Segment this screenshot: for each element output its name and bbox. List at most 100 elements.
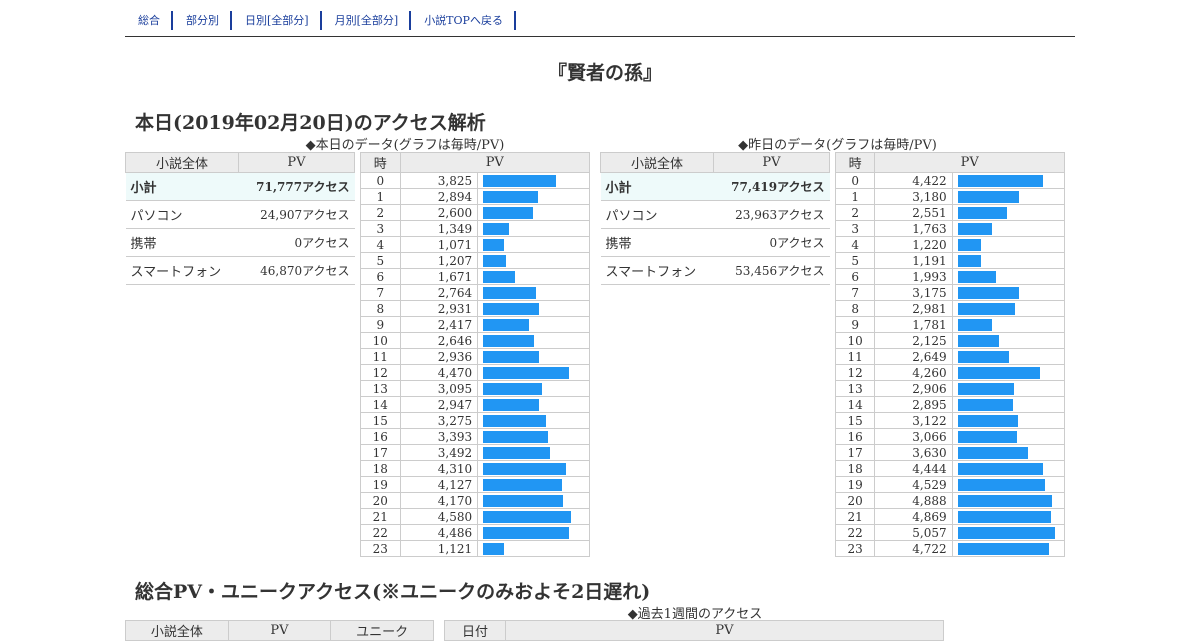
summary-row-smartphone: スマートフォン 53,456アクセス [600,256,830,285]
summary-header-novel: 小説全体 [125,152,239,173]
pv-bar [957,254,981,267]
bar-cell [477,460,590,477]
pv-bar [957,302,1015,315]
pv-bar [483,478,563,491]
bar-cell [951,220,1066,237]
hour-cell: 11 [360,348,401,365]
today-heading: 本日(2019年02月20日)のアクセス解析 [135,112,486,134]
hour-cell: 9 [360,316,401,333]
hourly-row: 21 4,869 [834,508,1066,525]
bar-cell [477,188,590,205]
bar-cell [951,188,1066,205]
hour-cell: 10 [834,332,876,349]
summary-header-novel: 小説全体 [600,152,714,173]
pv-bar [483,222,510,235]
pv-cell: 1,220 [874,236,953,253]
pv-bar [483,286,537,299]
hour-cell: 20 [360,492,401,509]
pv-bar [957,462,1043,475]
pv-bar [483,542,505,555]
hour-cell: 16 [834,428,876,445]
hourly-row: 5 1,191 [834,252,1066,269]
today-caption: ◆本日のデータ(グラフは毎時/PV) [305,138,505,153]
hour-cell: 3 [834,220,876,237]
week-header-pv: PV [505,620,944,641]
hourly-row: 20 4,170 [360,492,590,509]
pv-cell: 2,931 [399,300,479,317]
summary-row-pc: パソコン 24,907アクセス [125,200,355,229]
pv-bar [483,414,547,427]
hour-cell: 18 [360,460,401,477]
pv-cell: 1,781 [874,316,953,333]
pv-cell: 4,470 [399,364,479,381]
summary-header-pv: PV [712,152,831,173]
hourly-row: 14 2,895 [834,396,1066,413]
bar-cell [477,316,590,333]
nav-link-overall[interactable]: 総合 [125,11,173,30]
bar-cell [477,380,590,397]
bar-cell [951,476,1066,493]
pv-cell: 2,906 [874,380,953,397]
hourly-row: 13 2,906 [834,380,1066,397]
summary-value: 46,870アクセス [238,256,355,285]
bar-cell [951,268,1066,285]
hourly-row: 23 1,121 [360,540,590,557]
bar-cell [951,460,1066,477]
summary-row-mobile: 携帯 0アクセス [125,228,355,257]
hourly-row: 0 3,825 [360,172,590,189]
hourly-row: 8 2,981 [834,300,1066,317]
hourly-row: 4 1,071 [360,236,590,253]
hour-cell: 23 [834,540,876,557]
hour-cell: 17 [360,444,401,461]
pv-bar [483,334,535,347]
summary-label: スマートフォン [600,256,714,285]
summary-value: 77,419アクセス [713,172,830,201]
hourly-row: 14 2,947 [360,396,590,413]
hour-cell: 12 [360,364,401,381]
nav-link-by-part[interactable]: 部分別 [173,11,232,30]
pv-bar [483,190,539,203]
pv-cell: 2,981 [874,300,953,317]
hourly-row: 3 1,349 [360,220,590,237]
hour-cell: 21 [834,508,876,525]
hourly-row: 13 3,095 [360,380,590,397]
summary-row-mobile: 携帯 0アクセス [600,228,830,257]
bar-cell [951,396,1066,413]
hourly-row: 12 4,260 [834,364,1066,381]
pv-cell: 1,671 [399,268,479,285]
bar-cell [951,284,1066,301]
pv-bar [957,270,996,283]
pv-cell: 3,825 [399,172,479,189]
pv-cell: 3,393 [399,428,479,445]
pv-cell: 3,180 [874,188,953,205]
nav-link-daily[interactable]: 日別[全部分] [232,11,322,30]
nav-link-novel-top[interactable]: 小説TOPへ戻る [411,11,516,30]
bar-cell [477,268,590,285]
pv-bar [483,462,567,475]
pv-cell: 2,649 [874,348,953,365]
bar-cell [951,380,1066,397]
hour-cell: 6 [834,268,876,285]
hour-cell: 5 [834,252,876,269]
bar-cell [477,364,590,381]
pv-bar [957,526,1055,539]
hourly-row: 17 3,492 [360,444,590,461]
nav-link-monthly[interactable]: 月別[全部分] [322,11,412,30]
pv-bar [957,510,1051,523]
hourly-row: 21 4,580 [360,508,590,525]
pv-bar [483,270,516,283]
hourly-row: 15 3,275 [360,412,590,429]
hour-cell: 18 [834,460,876,477]
summary-label: パソコン [125,200,239,229]
week-caption: ◆過去1週間のアクセス [627,607,763,622]
hour-cell: 4 [360,236,401,253]
week-table: 日付 PV [444,620,944,641]
pv-cell: 3,066 [874,428,953,445]
bar-cell [477,508,590,525]
hourly-row: 18 4,444 [834,460,1066,477]
pv-cell: 4,529 [874,476,953,493]
hour-cell: 11 [834,348,876,365]
pv-bar [957,430,1017,443]
hourly-row: 10 2,646 [360,332,590,349]
hourly-row: 20 4,888 [834,492,1066,509]
